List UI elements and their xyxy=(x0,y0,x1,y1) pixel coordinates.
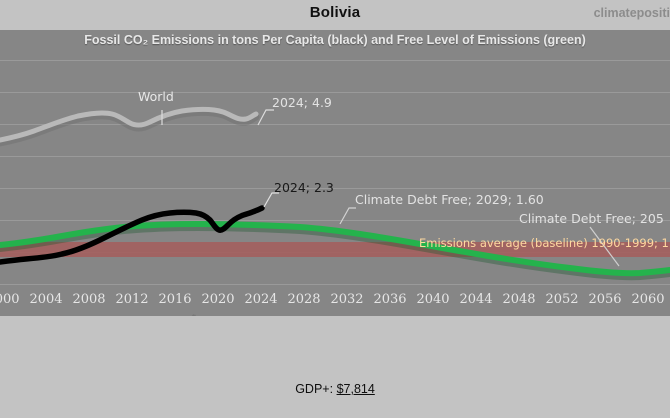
x-tick: 2032 xyxy=(330,292,364,307)
baseline-band xyxy=(0,242,670,257)
chart-footnote: *Fossil CO₂ Emissions (without bunkers) … xyxy=(0,314,670,316)
x-tick: 2028 xyxy=(287,292,321,307)
stats-panel: Total Climate Debt (Billion): $0.3 eeded… xyxy=(0,316,670,418)
chart-subtitle: Fossil CO₂ Emissions in tons Per Capita … xyxy=(84,33,586,47)
page-title: Bolivia xyxy=(309,4,361,21)
x-tick: 2000 xyxy=(0,292,20,307)
x-tick: 2044 xyxy=(459,292,493,307)
x-tick: 2020 xyxy=(201,292,235,307)
x-tick: 2060 xyxy=(631,292,665,307)
gdp-row: GDP+: $7,814 xyxy=(268,382,402,396)
site-watermark: climatepositi xyxy=(593,6,670,20)
series-fossil-co2-per-capita xyxy=(0,205,265,265)
leader-world-value xyxy=(257,109,274,126)
leader-debt-free-2055 xyxy=(589,226,620,267)
series-world xyxy=(0,106,260,147)
chart-panel: Fossil CO₂ Emissions in tons Per Capita … xyxy=(0,30,670,316)
page-header: Bolivia climatepositi xyxy=(0,0,670,30)
x-tick: 2016 xyxy=(158,292,192,307)
gdp-label: GDP+: xyxy=(295,382,334,396)
x-tick: 2024 xyxy=(244,292,278,307)
gdp-value: $7,814 xyxy=(336,382,375,396)
x-tick: 2036 xyxy=(373,292,407,307)
x-tick: 2004 xyxy=(29,292,63,307)
chart-plot-area xyxy=(0,30,670,316)
leader-country-value xyxy=(263,192,279,208)
x-tick: 2056 xyxy=(588,292,622,307)
series-free-level xyxy=(0,221,670,281)
x-tick: 2052 xyxy=(545,292,579,307)
leader-debt-free-2029 xyxy=(339,207,356,225)
footnote-marker: * xyxy=(192,314,197,316)
x-axis: 2000 2004 2008 2012 2016 2020 2024 2028 … xyxy=(0,292,670,314)
x-tick: 2040 xyxy=(416,292,450,307)
x-tick: 2008 xyxy=(72,292,106,307)
x-tick: 2048 xyxy=(502,292,536,307)
x-tick: 2012 xyxy=(115,292,149,307)
